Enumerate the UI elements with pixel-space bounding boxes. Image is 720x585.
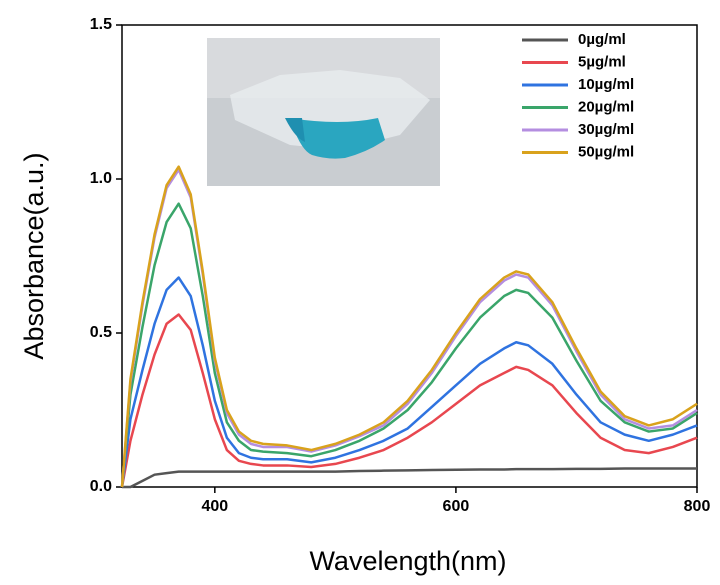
legend-label: 50µg/ml bbox=[578, 143, 634, 160]
inset-photo bbox=[207, 38, 440, 186]
x-tick-label: 400 bbox=[201, 498, 228, 515]
series-line bbox=[122, 467, 697, 489]
tube-liquid bbox=[285, 118, 305, 142]
legend-label: 30µg/ml bbox=[578, 121, 634, 138]
x-axis-title: Wavelength(nm) bbox=[309, 546, 506, 576]
series-line bbox=[120, 202, 698, 488]
legend-label: 20µg/ml bbox=[578, 98, 634, 115]
y-axis-title: Absorbance(a.u.) bbox=[19, 152, 49, 359]
tube-liquid bbox=[290, 118, 385, 159]
series-line bbox=[120, 276, 698, 488]
legend-label: 5µg/ml bbox=[578, 53, 626, 70]
series-line bbox=[120, 165, 698, 488]
legend-label: 0µg/ml bbox=[578, 31, 626, 48]
legend-label: 10µg/ml bbox=[578, 76, 634, 93]
y-tick-label: 0.0 bbox=[90, 478, 112, 495]
y-tick-label: 0.5 bbox=[90, 324, 112, 341]
series-line bbox=[120, 313, 698, 488]
x-tick-label: 600 bbox=[443, 498, 470, 515]
plot-frame bbox=[121, 24, 698, 488]
y-tick-label: 1.5 bbox=[90, 16, 112, 33]
x-tick-label: 800 bbox=[684, 498, 711, 515]
y-tick-label: 1.0 bbox=[90, 170, 112, 187]
